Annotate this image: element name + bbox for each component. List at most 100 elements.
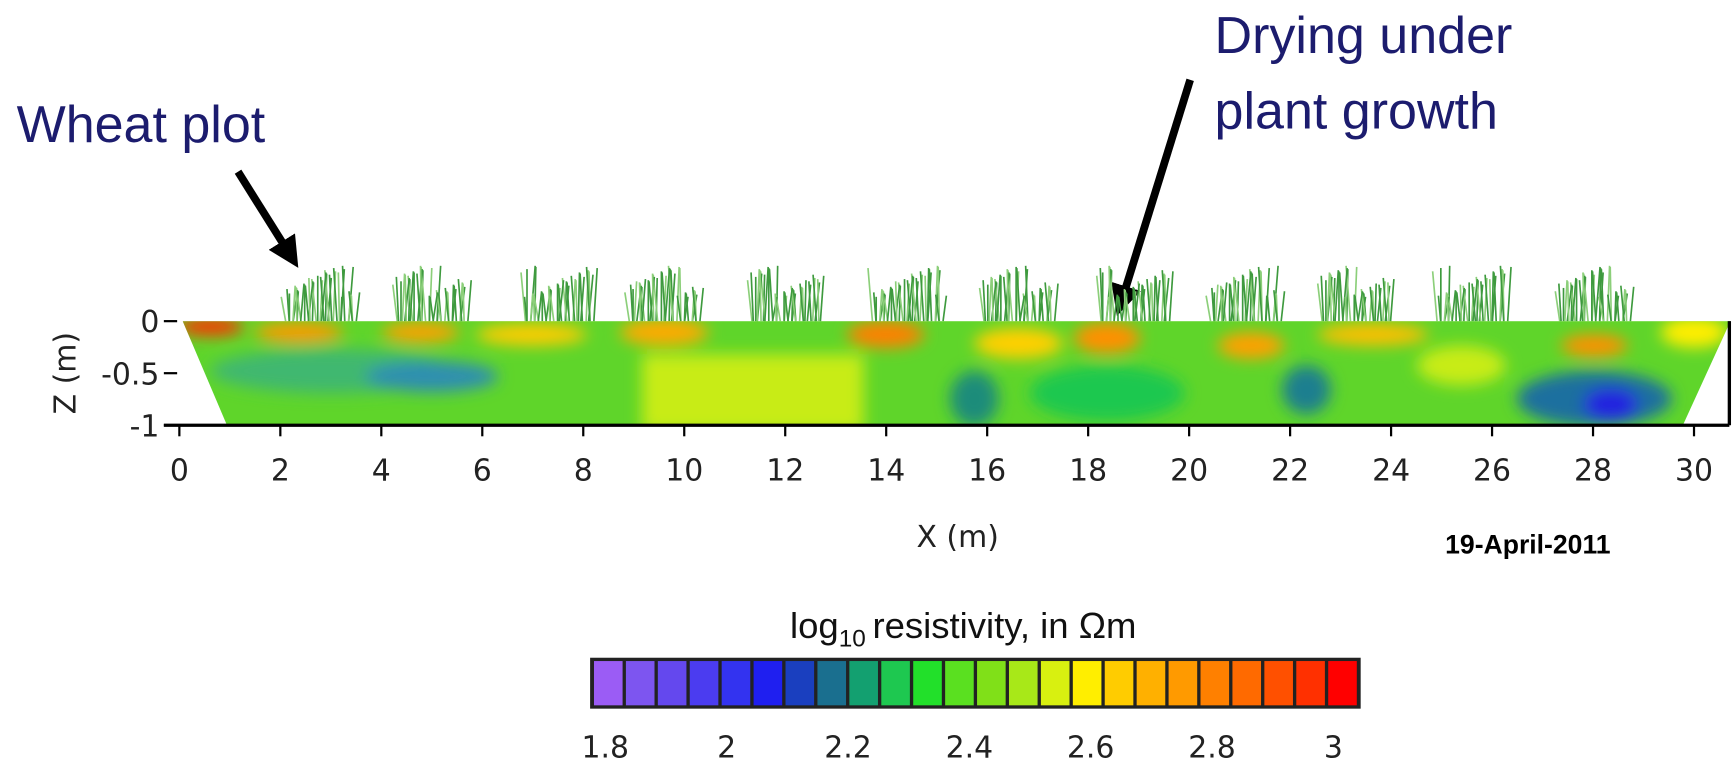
blade <box>1471 283 1477 322</box>
blade <box>585 266 591 322</box>
blade <box>1499 265 1505 322</box>
blade <box>451 284 455 322</box>
blade <box>341 265 346 322</box>
colorbar-tick-label: 2 <box>717 730 736 763</box>
blade <box>1387 282 1390 322</box>
blade <box>1600 269 1605 322</box>
blade <box>906 280 912 322</box>
blade <box>467 280 473 322</box>
x-tick-label: 20 <box>1170 454 1208 489</box>
blade <box>1031 291 1037 322</box>
blade <box>409 271 415 322</box>
drying-annotation: plant growth <box>1215 83 1498 141</box>
blade <box>320 272 327 322</box>
blade <box>1484 274 1490 322</box>
blade <box>759 270 762 322</box>
blade <box>1357 291 1364 322</box>
blade <box>926 268 930 322</box>
blade <box>416 273 422 322</box>
blade <box>1506 266 1512 322</box>
blade <box>1133 283 1141 322</box>
x-tick-label: 2 <box>271 454 290 489</box>
blade <box>1594 266 1601 322</box>
blade <box>1123 289 1127 322</box>
blade <box>683 292 687 322</box>
blade <box>872 292 877 322</box>
blade <box>319 276 325 322</box>
blade <box>1105 296 1110 322</box>
blade <box>799 283 805 322</box>
blade <box>1374 283 1378 322</box>
blade <box>886 286 892 322</box>
x-tick-label: 14 <box>867 454 905 489</box>
blade <box>1624 290 1628 322</box>
y-axis-label: Z (m) <box>48 332 83 414</box>
blade <box>395 276 400 322</box>
x-tick-label: 16 <box>968 454 1006 489</box>
blade <box>1451 290 1457 322</box>
blade <box>934 265 939 322</box>
date: 19-April-2011 <box>1445 530 1611 560</box>
colorbar-tick-label: 3 <box>1324 730 1343 763</box>
blade <box>1582 272 1585 322</box>
blade <box>624 292 631 322</box>
blade <box>1214 284 1219 322</box>
x-tick-label: 6 <box>473 454 492 489</box>
blade <box>593 267 599 322</box>
blade <box>1155 276 1159 322</box>
arrow <box>234 169 299 268</box>
blade <box>1273 290 1279 322</box>
blade <box>557 284 563 322</box>
blade <box>1493 272 1498 322</box>
blade <box>633 281 638 322</box>
wheat-plants <box>280 265 1635 322</box>
arrow <box>1111 78 1194 317</box>
blade <box>894 281 898 322</box>
colorbar-swatch <box>945 661 974 706</box>
colorbar-swatch <box>1040 661 1070 706</box>
blade <box>924 275 928 322</box>
blade <box>1168 271 1174 322</box>
blade <box>982 280 987 322</box>
blade <box>339 296 343 322</box>
blade <box>575 280 578 322</box>
blade <box>1320 275 1325 322</box>
blade <box>1480 281 1484 322</box>
blade <box>1150 283 1154 322</box>
colorbar-swatch <box>1072 661 1102 706</box>
blade <box>988 276 993 322</box>
colorbar-label: log10 resistivity, in Ωm <box>790 605 1136 653</box>
blade <box>1578 280 1584 322</box>
blade <box>768 269 774 322</box>
x-tick-label: 24 <box>1372 454 1410 489</box>
blade <box>676 266 680 322</box>
colorbar-swatch <box>1168 661 1198 706</box>
blade <box>1133 287 1139 322</box>
blade <box>1459 284 1463 322</box>
blade <box>819 275 825 322</box>
blade <box>1378 284 1383 322</box>
blade <box>444 287 450 322</box>
blade <box>878 288 883 322</box>
blade <box>419 265 423 322</box>
blade <box>638 282 642 322</box>
blade <box>328 274 333 322</box>
colorbar-tick-label: 1.8 <box>582 730 630 763</box>
blade <box>1024 265 1029 322</box>
blade <box>783 292 789 322</box>
blade <box>1117 296 1123 322</box>
blade <box>1620 285 1626 322</box>
blade <box>812 274 818 322</box>
blade <box>1488 279 1492 322</box>
blade <box>1326 272 1331 322</box>
colorbar-swatch <box>689 661 719 706</box>
blade <box>332 267 338 322</box>
colorbar-swatch <box>977 661 1006 706</box>
blade <box>1095 275 1102 322</box>
colorbar-swatch <box>1296 661 1325 706</box>
blade <box>1431 271 1438 322</box>
axes: 0 2 4 6 8 10 12 14 16 18 20 22 24 26 28 300-0.5-1X (m)Z… <box>48 305 1732 560</box>
blade <box>1146 279 1152 322</box>
drying-annotation: Drying under <box>1215 7 1513 65</box>
blade <box>1437 295 1442 322</box>
